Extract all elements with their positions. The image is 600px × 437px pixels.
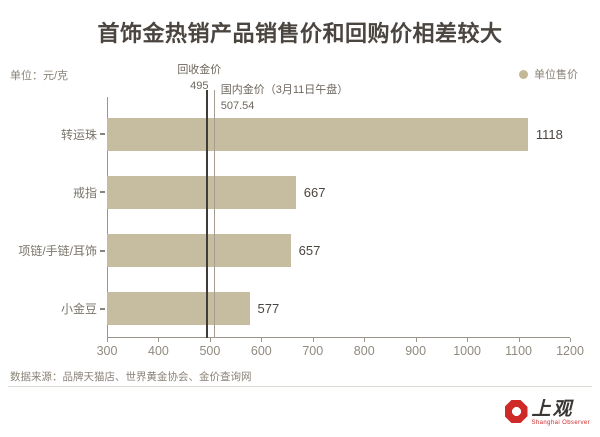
x-tick-label: 800 xyxy=(353,344,375,358)
bar-row: 转运珠 1118 xyxy=(61,117,570,151)
x-tick-label: 900 xyxy=(405,344,427,358)
category-label: 转运珠 xyxy=(60,127,97,142)
x-tick-label: 1000 xyxy=(453,344,482,358)
category-label: 项链/手链/耳饰 xyxy=(18,244,97,259)
bar-value-label: 577 xyxy=(257,301,280,317)
source-note: 数据来源：品牌天猫店、世界黄金协会、金价查询网 xyxy=(10,371,252,383)
publisher-logo-text: 上观 Shanghai Observer xyxy=(532,399,591,426)
x-tick-mark xyxy=(158,338,160,342)
bar-row: 项链/手链/耳饰 657 xyxy=(18,234,570,268)
publisher-name: 上观 xyxy=(531,398,574,420)
x-tick-mark xyxy=(570,338,571,342)
y-axis-line xyxy=(107,97,108,338)
category-label: 戒指 xyxy=(72,185,97,200)
x-tick-label: 300 xyxy=(96,344,118,358)
x-tick-mark xyxy=(209,338,211,342)
unit-label: 单位：元/克 xyxy=(10,70,69,82)
x-tick-mark xyxy=(415,338,417,342)
y-tick-mark xyxy=(100,307,105,310)
bar xyxy=(107,117,528,151)
ref-annotation-recycle-title: 回收金价 xyxy=(177,64,222,76)
chart-title: 首饰金热销产品销售价和回购价相差较大 xyxy=(97,21,503,46)
x-tick-mark xyxy=(467,338,469,342)
y-tick-mark xyxy=(100,249,105,252)
x-tick-mark xyxy=(107,338,108,342)
y-tick-mark xyxy=(100,191,105,194)
ref-annotation-domestic-title: 国内金价（3月11日午盘） xyxy=(220,84,349,96)
bar xyxy=(107,292,250,326)
x-tick-label: 1100 xyxy=(505,344,532,358)
bar-value-label: 657 xyxy=(298,243,321,259)
legend-label: 单位售价 xyxy=(534,69,578,81)
bar-row: 戒指 667 xyxy=(73,175,570,209)
x-tick-label: 1200 xyxy=(556,344,584,358)
category-label: 小金豆 xyxy=(60,302,97,317)
bar xyxy=(107,175,296,209)
x-tick-label: 600 xyxy=(250,344,272,358)
x-tick-label: 500 xyxy=(199,344,221,358)
ref-annotation-recycle-value: 495 xyxy=(190,79,209,92)
x-tick-mark xyxy=(261,338,263,342)
bar-value-label: 1118 xyxy=(535,126,563,142)
x-tick-mark xyxy=(518,338,520,342)
y-tick-mark xyxy=(100,133,105,136)
shanghai-observer-logo-icon xyxy=(504,400,528,423)
footer-divider xyxy=(8,386,592,387)
x-tick-label: 400 xyxy=(148,344,169,358)
legend: 单位售价 xyxy=(519,66,578,82)
x-axis-line xyxy=(107,337,570,338)
legend-swatch-icon xyxy=(519,69,528,79)
bar-row: 小金豆 577 xyxy=(61,292,570,326)
ref-annotation-domestic-value: 507.54 xyxy=(220,99,255,112)
plot-area: 转运珠 1118 戒指 667 项链/手链/耳饰 657 小金豆 577 300 400 500 60… xyxy=(18,97,584,358)
publisher-subtitle: Shanghai Observer xyxy=(531,420,590,426)
bar-value-label: 667 xyxy=(303,184,326,200)
x-tick-label: 700 xyxy=(302,344,324,358)
x-tick-mark xyxy=(364,338,366,342)
x-tick-mark xyxy=(312,338,314,342)
bar xyxy=(107,234,291,268)
ref-annotation-recycle-price: 回收金价 495 xyxy=(139,63,259,94)
publisher-logo: 上观 Shanghai Observer xyxy=(504,399,591,426)
ref-annotation-domestic-price: 国内金价（3月11日午盘） 507.54 xyxy=(221,83,349,114)
